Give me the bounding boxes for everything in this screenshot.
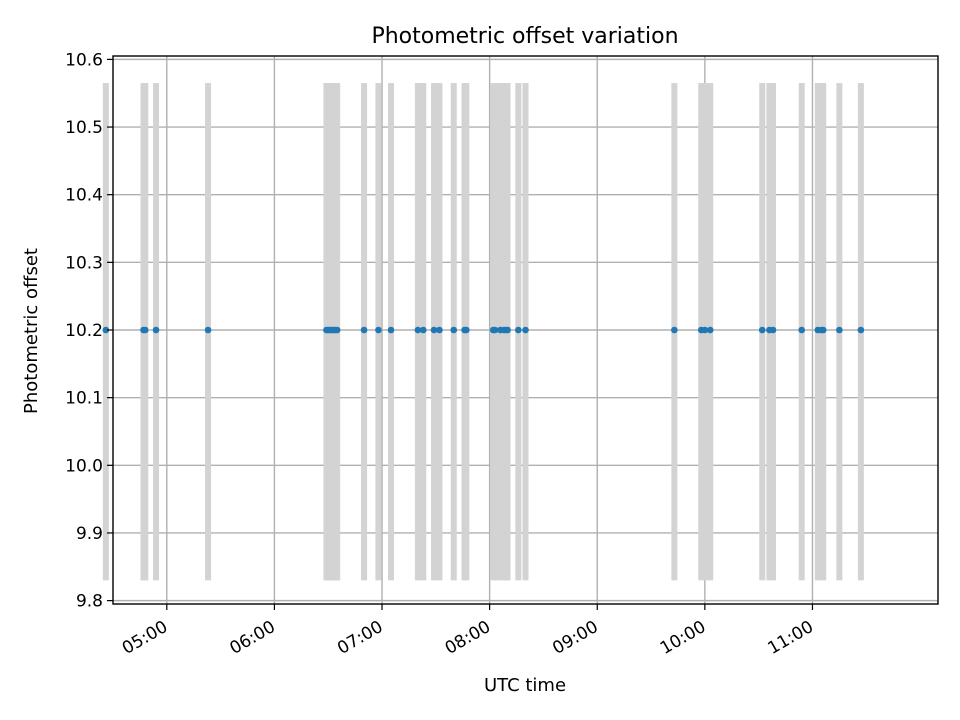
data-point (152, 326, 160, 334)
data-point (836, 326, 843, 334)
data-point (706, 326, 714, 334)
y-tick-label: 10.6 (65, 50, 103, 70)
y-tick-label: 10.5 (65, 118, 103, 138)
data-point (141, 326, 149, 334)
x-tick-label: 07:00 (334, 617, 386, 659)
chart-title: Photometric offset variation (371, 24, 678, 49)
data-point (504, 326, 511, 334)
data-point (671, 326, 678, 334)
data-point (819, 326, 827, 334)
y-axis-label: Photometric offset (21, 248, 42, 414)
data-point (798, 326, 805, 334)
plot-frame (112, 55, 939, 605)
x-tick-label: 10:00 (657, 617, 709, 659)
data-point (360, 326, 368, 334)
y-tick-label: 10.2 (65, 321, 103, 341)
data-point (436, 326, 443, 334)
y-tick-label: 10.0 (65, 456, 103, 476)
data-point (463, 326, 470, 334)
y-tick-label: 10.1 (65, 389, 103, 409)
y-tick-label: 9.9 (76, 524, 103, 544)
x-axis-label: UTC time (484, 675, 566, 696)
data-point (515, 326, 522, 334)
data-point (522, 326, 529, 334)
data-point (419, 326, 427, 334)
data-point (430, 326, 438, 334)
data-point (769, 326, 777, 334)
data-point (333, 326, 341, 334)
data-point (387, 326, 395, 334)
data-point (375, 326, 382, 334)
y-tick-label: 9.8 (76, 592, 103, 612)
data-point (450, 326, 458, 334)
x-tick-label: 11:00 (765, 617, 817, 659)
data-point (758, 326, 766, 334)
x-tick-label: 06:00 (226, 617, 278, 659)
exposure-bands (102, 83, 864, 581)
data-point (414, 326, 422, 334)
data-point (701, 326, 709, 334)
data-point (857, 326, 865, 334)
data-points (102, 326, 865, 334)
y-tick-label: 10.3 (65, 253, 103, 273)
data-point (491, 326, 499, 334)
x-tick-label: 08:00 (442, 617, 494, 659)
data-point (102, 326, 110, 334)
y-tick-label: 10.4 (65, 186, 103, 206)
x-tick-label: 05:00 (119, 617, 171, 659)
x-tick-label: 09:00 (549, 617, 601, 659)
data-point (204, 326, 212, 334)
